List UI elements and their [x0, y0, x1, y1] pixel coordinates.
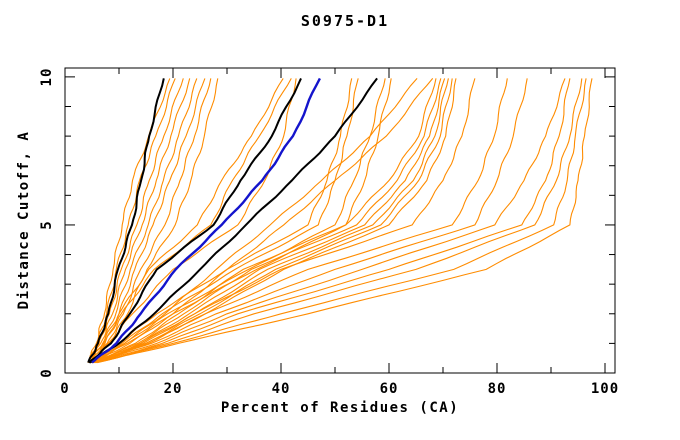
curve-orange-27 [95, 78, 566, 364]
curve-orange-13 [91, 78, 359, 364]
curve-orange-17 [92, 78, 434, 364]
curve-orange-30 [96, 78, 587, 364]
x-tick-label-40: 40 [271, 381, 291, 397]
curve-orange-21 [94, 78, 449, 364]
curve-orange-25 [93, 78, 508, 364]
x-tick-label-0: 0 [60, 381, 70, 397]
x-axis-label: Percent of Residues (CA) [220, 400, 460, 416]
plot-frame [64, 67, 616, 374]
curve-orange-09 [88, 78, 284, 363]
curve-orange-18 [92, 78, 437, 364]
curve-orange-04 [88, 78, 191, 363]
curve-orange-19 [93, 78, 442, 364]
curve-orange-28 [95, 78, 571, 364]
curve-orange-11 [89, 78, 297, 363]
curve-blue-1 [91, 77, 321, 364]
x-tick-label-20: 20 [163, 381, 183, 397]
y-tick-label-0: 0 [39, 368, 55, 378]
curve-black-1 [87, 78, 165, 363]
plot-title: S0975-D1 [300, 12, 390, 30]
x-tick-label-60: 60 [379, 381, 399, 397]
curve-black-3 [89, 77, 378, 364]
curve-orange-26 [94, 78, 528, 364]
x-tick-label-80: 80 [487, 381, 507, 397]
curve-black-2 [88, 77, 302, 364]
x-tick-label-100: 100 [590, 381, 620, 397]
y-tick-label-10: 10 [39, 67, 55, 87]
curve-orange-10 [89, 78, 292, 363]
y-axis-label: Distance Cutoff, A [16, 130, 32, 310]
curve-orange-31 [97, 78, 593, 364]
curve-orange-23 [95, 78, 457, 364]
y-tick-label-5: 5 [39, 220, 55, 230]
curve-orange-07 [90, 78, 212, 363]
curve-orange-24 [93, 78, 476, 364]
curve-orange-16 [91, 78, 418, 364]
curve-orange-29 [96, 78, 583, 364]
